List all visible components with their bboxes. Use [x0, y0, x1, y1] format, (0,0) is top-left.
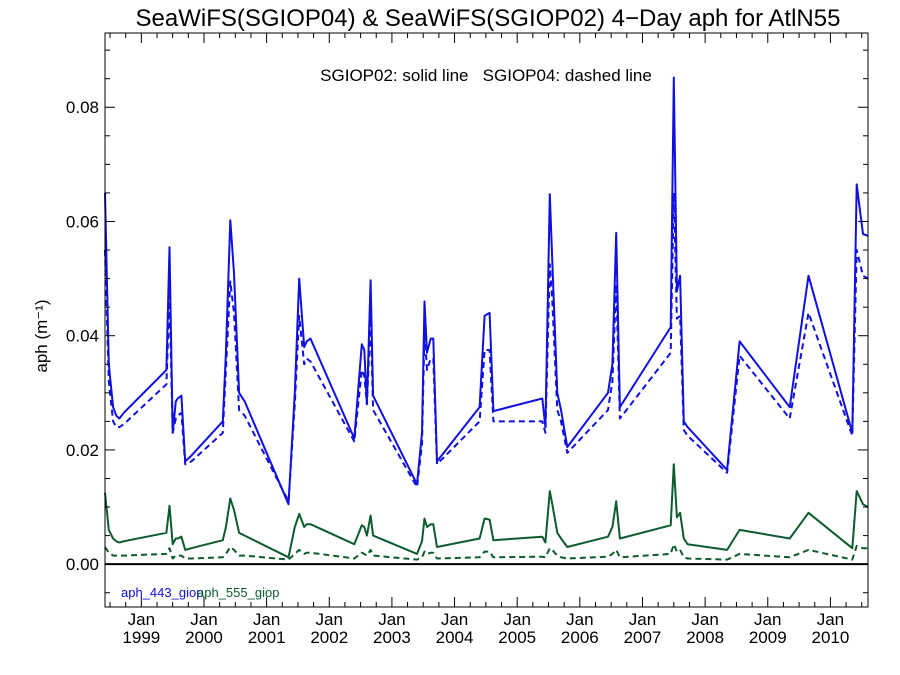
- legend-entry-aph_555_giop: aph_555_giop: [197, 585, 279, 600]
- plot-frame: [104, 32, 869, 608]
- x-tick-label-month: Jan: [566, 610, 593, 629]
- x-tick-label-month: Jan: [378, 610, 405, 629]
- x-tick-label-month: Jan: [316, 610, 343, 629]
- x-tick-label-month: Jan: [691, 610, 718, 629]
- series-group: [104, 76, 869, 561]
- x-tick-label-month: Jan: [128, 610, 155, 629]
- y-tick-label: 0.08: [66, 98, 99, 117]
- x-tick-label-month: Jan: [253, 610, 280, 629]
- x-tick-label-year: 2000: [185, 628, 223, 647]
- x-tick-label-month: Jan: [754, 610, 781, 629]
- y-tick-label: 0.04: [66, 327, 99, 346]
- x-tick-label-year: 2007: [624, 628, 662, 647]
- x-tick-label-month: Jan: [817, 610, 844, 629]
- line-style-annotation: SGIOP02: solid line SGIOP04: dashed line: [320, 66, 652, 85]
- x-axis-ticks: Jan1999Jan2000Jan2001Jan2002Jan2003Jan20…: [109, 33, 863, 647]
- x-tick-label-year: 2006: [561, 628, 599, 647]
- x-tick-label-year: 2004: [436, 628, 474, 647]
- x-tick-label-month: Jan: [629, 610, 656, 629]
- x-tick-label-year: 1999: [122, 628, 160, 647]
- x-tick-label-month: Jan: [190, 610, 217, 629]
- y-axis-label: aph (m⁻¹): [32, 299, 51, 372]
- series-line-aph_443_giop-sgiop02: [104, 76, 869, 506]
- x-tick-label-year: 2008: [686, 628, 724, 647]
- series-line-aph_555_giop-sgiop02: [104, 463, 869, 559]
- x-tick-label-year: 2001: [248, 628, 286, 647]
- series-line-aph_443_giop-sgiop04: [104, 191, 869, 503]
- legend-entry-aph_443_giop: aph_443_giop: [121, 585, 203, 600]
- series-line-aph_555_giop-sgiop04: [104, 543, 868, 561]
- x-tick-label-year: 2002: [310, 628, 348, 647]
- y-tick-label: 0.06: [66, 212, 99, 231]
- x-tick-label-year: 2005: [498, 628, 536, 647]
- x-tick-label-month: Jan: [503, 610, 530, 629]
- x-tick-label-month: Jan: [441, 610, 468, 629]
- y-axis-ticks: 0.00 0.02 0.04 0.06 0.08: [66, 49, 868, 594]
- y-tick-label: 0.02: [66, 441, 99, 460]
- x-tick-label-year: 2009: [749, 628, 787, 647]
- x-tick-label-year: 2003: [373, 628, 411, 647]
- chart-title: SeaWiFS(SGIOP04) & SeaWiFS(SGIOP02) 4−Da…: [136, 5, 841, 32]
- x-tick-label-year: 2010: [811, 628, 849, 647]
- y-tick-label: 0.00: [66, 555, 99, 574]
